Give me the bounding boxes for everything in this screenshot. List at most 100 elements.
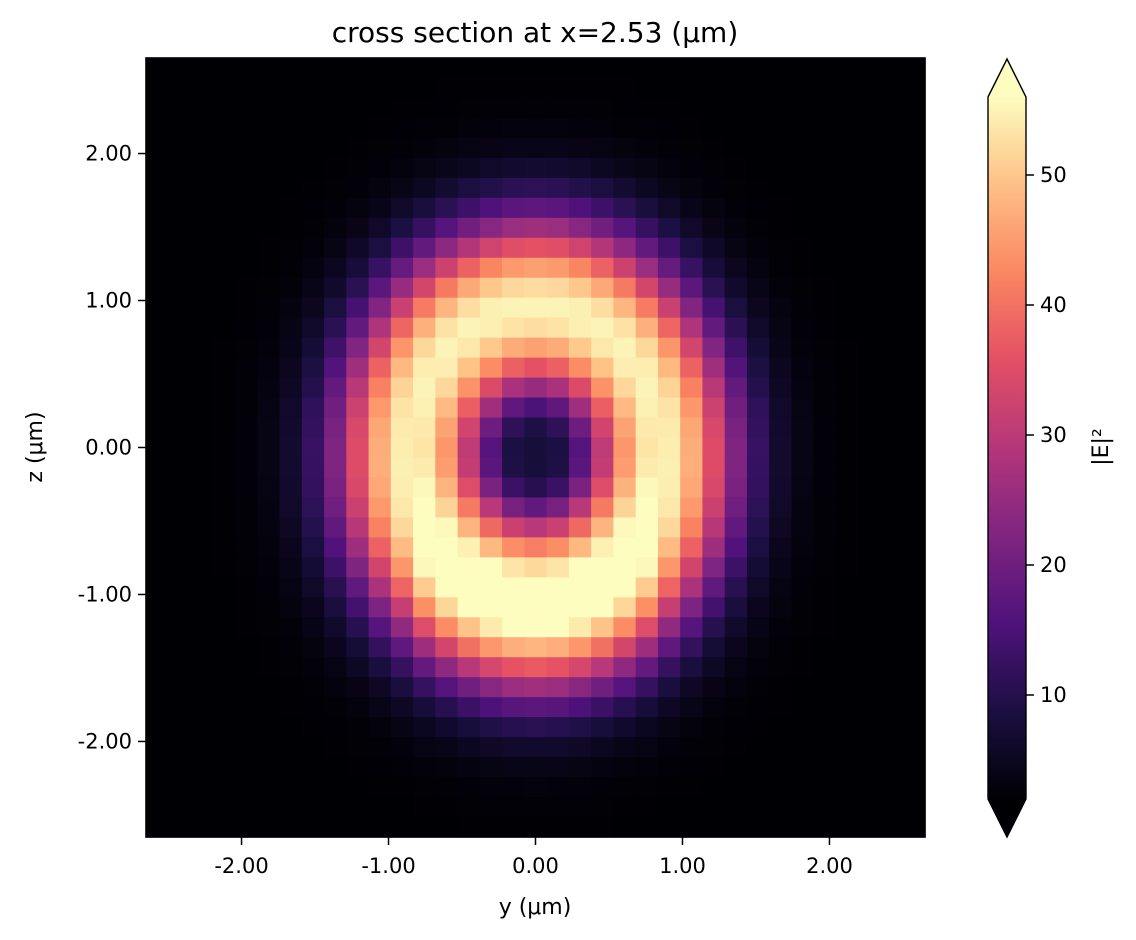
heatmap-cell: [390, 177, 414, 199]
heatmap-cell: [257, 417, 281, 439]
heatmap-cell: [657, 697, 681, 718]
heatmap-cell: [880, 817, 904, 838]
heatmap-cell: [813, 417, 837, 439]
heatmap-cell: [324, 437, 347, 459]
heatmap-cell: [301, 217, 325, 239]
heatmap-cell: [769, 277, 793, 299]
heatmap-cell: [835, 297, 859, 319]
heatmap-cell: [902, 317, 926, 339]
heatmap-cell: [346, 317, 370, 339]
heatmap-cell: [769, 177, 793, 199]
heatmap-cell: [791, 817, 815, 838]
heatmap-cell: [835, 58, 859, 79]
heatmap-cell: [235, 177, 258, 199]
heatmap-cell: [413, 58, 436, 79]
heatmap-cell: [257, 337, 281, 359]
y-axis-label: z (μm): [23, 411, 48, 482]
heatmap-cell: [613, 58, 637, 79]
heatmap-cell: [858, 517, 882, 538]
heatmap-cell: [591, 617, 614, 638]
heatmap-cell: [724, 377, 748, 399]
heatmap-cell: [657, 817, 681, 838]
heatmap-cell: [257, 397, 281, 419]
heatmap-cell: [702, 517, 726, 538]
heatmap-cell: [301, 577, 325, 598]
heatmap-cell: [413, 437, 436, 459]
heatmap-cell: [635, 277, 659, 299]
heatmap-cell: [724, 457, 748, 479]
heatmap-cell: [479, 477, 503, 499]
heatmap-cell: [769, 657, 793, 678]
heatmap-cell: [324, 157, 347, 179]
heatmap-cell: [368, 257, 392, 279]
heatmap-cell: [435, 477, 459, 499]
heatmap-cell: [702, 537, 726, 558]
heatmap-cell: [568, 777, 592, 798]
heatmap-cell: [657, 197, 681, 219]
heatmap-cell: [257, 577, 281, 598]
heatmap-cell: [346, 377, 370, 399]
heatmap-cell: [591, 817, 614, 838]
heatmap-cell: [680, 477, 704, 499]
heatmap-cell: [346, 717, 370, 738]
heatmap-cell: [724, 137, 748, 159]
heatmap-cell: [769, 697, 793, 718]
heatmap-cell: [257, 497, 281, 519]
heatmap-cell: [746, 517, 770, 538]
heatmap-cell: [657, 157, 681, 179]
heatmap-cell: [235, 777, 258, 798]
heatmap-cell: [324, 277, 347, 299]
heatmap-cell: [301, 657, 325, 678]
heatmap-cell: [724, 417, 748, 439]
heatmap-cell: [813, 517, 837, 538]
heatmap-cell: [413, 297, 436, 319]
heatmap-cell: [324, 617, 347, 638]
heatmap-cell: [858, 597, 882, 618]
heatmap-cell: [235, 817, 258, 838]
heatmap-cell: [613, 417, 637, 439]
heatmap-cell: [568, 337, 592, 359]
heatmap-cell: [657, 677, 681, 698]
heatmap-cell: [791, 437, 815, 459]
heatmap-cell: [435, 397, 459, 419]
heatmap-cell: [146, 797, 169, 818]
heatmap-cell: [212, 357, 236, 379]
heatmap-cell: [235, 497, 258, 519]
heatmap-cell: [724, 97, 748, 119]
heatmap-cell: [613, 637, 637, 658]
heatmap-cell: [902, 637, 926, 658]
heatmap-cell: [524, 557, 548, 578]
heatmap-cell: [146, 97, 169, 119]
heatmap-cell: [502, 437, 525, 459]
heatmap-cell: [657, 517, 681, 538]
x-axis-label: y (μm): [499, 895, 572, 920]
heatmap-cell: [524, 257, 548, 279]
heatmap-cell: [813, 58, 837, 79]
heatmap-cell: [524, 277, 548, 299]
heatmap-cell: [591, 457, 614, 479]
heatmap-cell: [835, 117, 859, 139]
heatmap-cell: [413, 717, 436, 738]
heatmap-cell: [724, 677, 748, 698]
heatmap-cell: [546, 777, 570, 798]
heatmap-cell: [457, 737, 481, 758]
heatmap-cell: [435, 637, 459, 658]
heatmap-cell: [457, 757, 481, 778]
heatmap-cell: [413, 657, 436, 678]
heatmap-cell: [257, 117, 281, 139]
heatmap-cell: [257, 697, 281, 718]
heatmap-cell: [902, 257, 926, 279]
heatmap-cell: [657, 797, 681, 818]
heatmap-cell: [390, 517, 414, 538]
heatmap-cell: [702, 257, 726, 279]
heatmap-cell: [791, 58, 815, 79]
heatmap-cell: [146, 577, 169, 598]
heatmap-cell: [591, 217, 614, 239]
heatmap-cell: [769, 817, 793, 838]
heatmap-cell: [212, 337, 236, 359]
heatmap-cell: [769, 717, 793, 738]
heatmap-cell: [279, 297, 303, 319]
heatmap-cell: [168, 217, 192, 239]
heatmap-cell: [591, 697, 614, 718]
heatmap-cell: [368, 397, 392, 419]
